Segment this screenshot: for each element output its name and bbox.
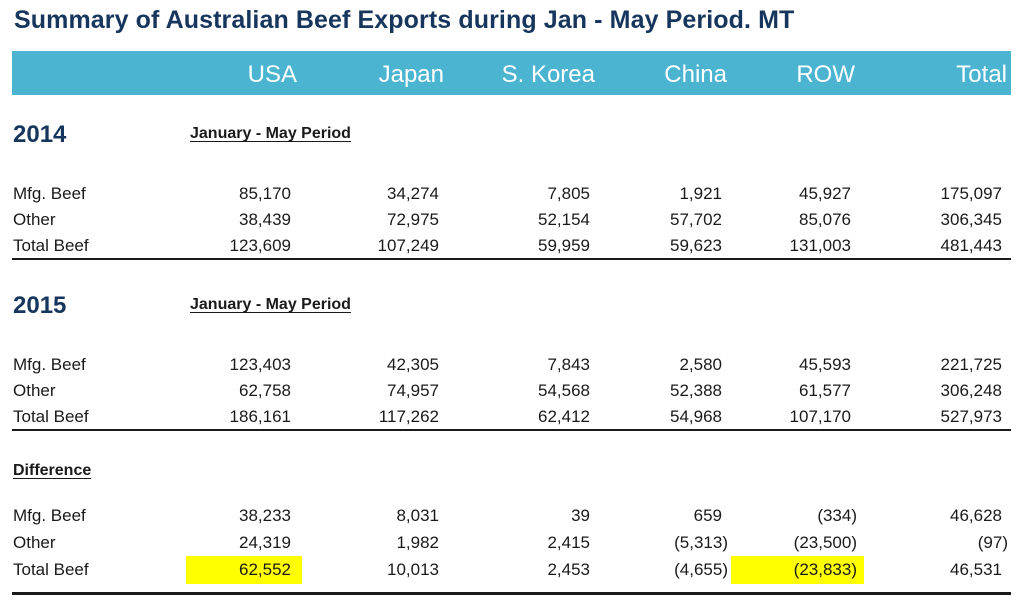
highlight-usa-total bbox=[186, 556, 302, 584]
table-row: Other 62,758 74,957 54,568 52,388 61,577… bbox=[0, 379, 1024, 405]
cell-usa: 24,319 bbox=[239, 533, 291, 552]
column-header-row: ROW bbox=[796, 61, 855, 88]
cell-s-korea: 2,415 bbox=[547, 533, 590, 552]
table-row: Mfg. Beef 123,403 42,305 7,843 2,580 45,… bbox=[0, 353, 1024, 379]
cell-china: (4,655) bbox=[674, 560, 728, 579]
cell-total: 527,973 bbox=[940, 407, 1002, 426]
table-row: Other 24,319 1,982 2,415 (5,313) (23,500… bbox=[0, 531, 1024, 557]
section-period: January - May Period bbox=[190, 125, 351, 142]
cell-s-korea: 39 bbox=[571, 506, 590, 525]
cell-total: 481,443 bbox=[940, 236, 1002, 255]
table-row-total: Total Beef 123,609 107,249 59,959 59,623… bbox=[0, 234, 1024, 260]
cell-usa: 123,609 bbox=[229, 236, 291, 255]
cell-china: 59,623 bbox=[670, 236, 722, 255]
cell-usa: 38,233 bbox=[239, 506, 291, 525]
cell-row: (23,833) bbox=[793, 560, 857, 579]
cell-usa: 186,161 bbox=[229, 407, 291, 426]
bottom-divider bbox=[12, 592, 1011, 595]
column-header-usa: USA bbox=[247, 61, 297, 88]
cell-row: 61,577 bbox=[799, 381, 851, 400]
column-header-japan: Japan bbox=[378, 61, 444, 88]
cell-s-korea: 2,453 bbox=[547, 560, 590, 579]
cell-row: 131,003 bbox=[789, 236, 851, 255]
cell-japan: 72,975 bbox=[387, 210, 439, 229]
section-year: 2014 bbox=[13, 121, 67, 148]
cell-row: 45,593 bbox=[799, 355, 851, 374]
section-period: January - May Period bbox=[190, 296, 351, 313]
cell-total: 46,628 bbox=[950, 506, 1002, 525]
cell-total: 306,248 bbox=[940, 381, 1002, 400]
cell-usa: 85,170 bbox=[239, 184, 291, 203]
section-difference: Difference Mfg. Beef 38,233 8,031 39 659… bbox=[0, 458, 1024, 610]
highlight-row-total bbox=[731, 556, 864, 584]
cell-japan: 34,274 bbox=[387, 184, 439, 203]
section-2015: 2015 January - May Period Mfg. Beef 123,… bbox=[0, 292, 1024, 444]
section-year: 2015 bbox=[13, 292, 67, 319]
cell-china: 54,968 bbox=[670, 407, 722, 426]
cell-china: (5,313) bbox=[674, 533, 728, 552]
row-label: Mfg. Beef bbox=[13, 184, 86, 203]
row-label: Other bbox=[13, 210, 56, 229]
cell-total: (97) bbox=[977, 533, 1008, 552]
cell-row: (334) bbox=[817, 506, 857, 525]
table-row: Mfg. Beef 85,170 34,274 7,805 1,921 45,9… bbox=[0, 182, 1024, 208]
row-label: Total Beef bbox=[13, 236, 89, 255]
cell-row: 45,927 bbox=[799, 184, 851, 203]
cell-japan: 42,305 bbox=[387, 355, 439, 374]
table-row: Mfg. Beef 38,233 8,031 39 659 (334) 46,6… bbox=[0, 504, 1024, 530]
cell-usa: 123,403 bbox=[229, 355, 291, 374]
column-header-total: Total bbox=[956, 61, 1007, 88]
column-header-bar: USA Japan S. Korea China ROW Total bbox=[12, 51, 1011, 95]
cell-s-korea: 7,843 bbox=[547, 355, 590, 374]
table-row-total: Total Beef 186,161 117,262 62,412 54,968… bbox=[0, 405, 1024, 431]
cell-s-korea: 62,412 bbox=[538, 407, 590, 426]
cell-total: 175,097 bbox=[940, 184, 1002, 203]
cell-total: 221,725 bbox=[940, 355, 1002, 374]
cell-japan: 107,249 bbox=[377, 236, 439, 255]
cell-usa: 62,552 bbox=[239, 560, 291, 579]
row-label: Other bbox=[13, 381, 56, 400]
cell-total: 46,531 bbox=[950, 560, 1002, 579]
cell-s-korea: 7,805 bbox=[547, 184, 590, 203]
cell-japan: 8,031 bbox=[396, 506, 439, 525]
column-header-s-korea: S. Korea bbox=[501, 61, 595, 88]
row-label: Mfg. Beef bbox=[13, 506, 86, 525]
cell-japan: 74,957 bbox=[387, 381, 439, 400]
cell-row: 85,076 bbox=[799, 210, 851, 229]
row-label: Mfg. Beef bbox=[13, 355, 86, 374]
table-row: Other 38,439 72,975 52,154 57,702 85,076… bbox=[0, 208, 1024, 234]
cell-row: (23,500) bbox=[793, 533, 857, 552]
cell-japan: 117,262 bbox=[378, 407, 439, 426]
row-label: Other bbox=[13, 533, 56, 552]
cell-china: 2,580 bbox=[679, 355, 722, 374]
cell-usa: 62,758 bbox=[239, 381, 291, 400]
row-label: Total Beef bbox=[13, 407, 89, 426]
cell-china: 52,388 bbox=[670, 381, 722, 400]
column-header-china: China bbox=[664, 61, 727, 88]
cell-s-korea: 52,154 bbox=[538, 210, 590, 229]
section-2014: 2014 January - May Period Mfg. Beef 85,1… bbox=[0, 121, 1024, 273]
cell-s-korea: 54,568 bbox=[538, 381, 590, 400]
row-label: Total Beef bbox=[13, 560, 89, 579]
cell-japan: 10,013 bbox=[387, 560, 439, 579]
cell-s-korea: 59,959 bbox=[538, 236, 590, 255]
divider bbox=[12, 429, 1011, 431]
difference-heading: Difference bbox=[13, 462, 92, 479]
cell-row: 107,170 bbox=[789, 407, 851, 426]
cell-total: 306,345 bbox=[940, 210, 1002, 229]
cell-china: 1,921 bbox=[679, 184, 722, 203]
page-title: Summary of Australian Beef Exports durin… bbox=[14, 6, 795, 34]
cell-japan: 1,982 bbox=[396, 533, 439, 552]
cell-china: 57,702 bbox=[670, 210, 722, 229]
cell-china: 659 bbox=[693, 506, 722, 525]
cell-usa: 38,439 bbox=[239, 210, 291, 229]
table-row-total: Total Beef 62,552 10,013 2,453 (4,655) (… bbox=[0, 556, 1024, 584]
divider bbox=[12, 258, 1011, 260]
